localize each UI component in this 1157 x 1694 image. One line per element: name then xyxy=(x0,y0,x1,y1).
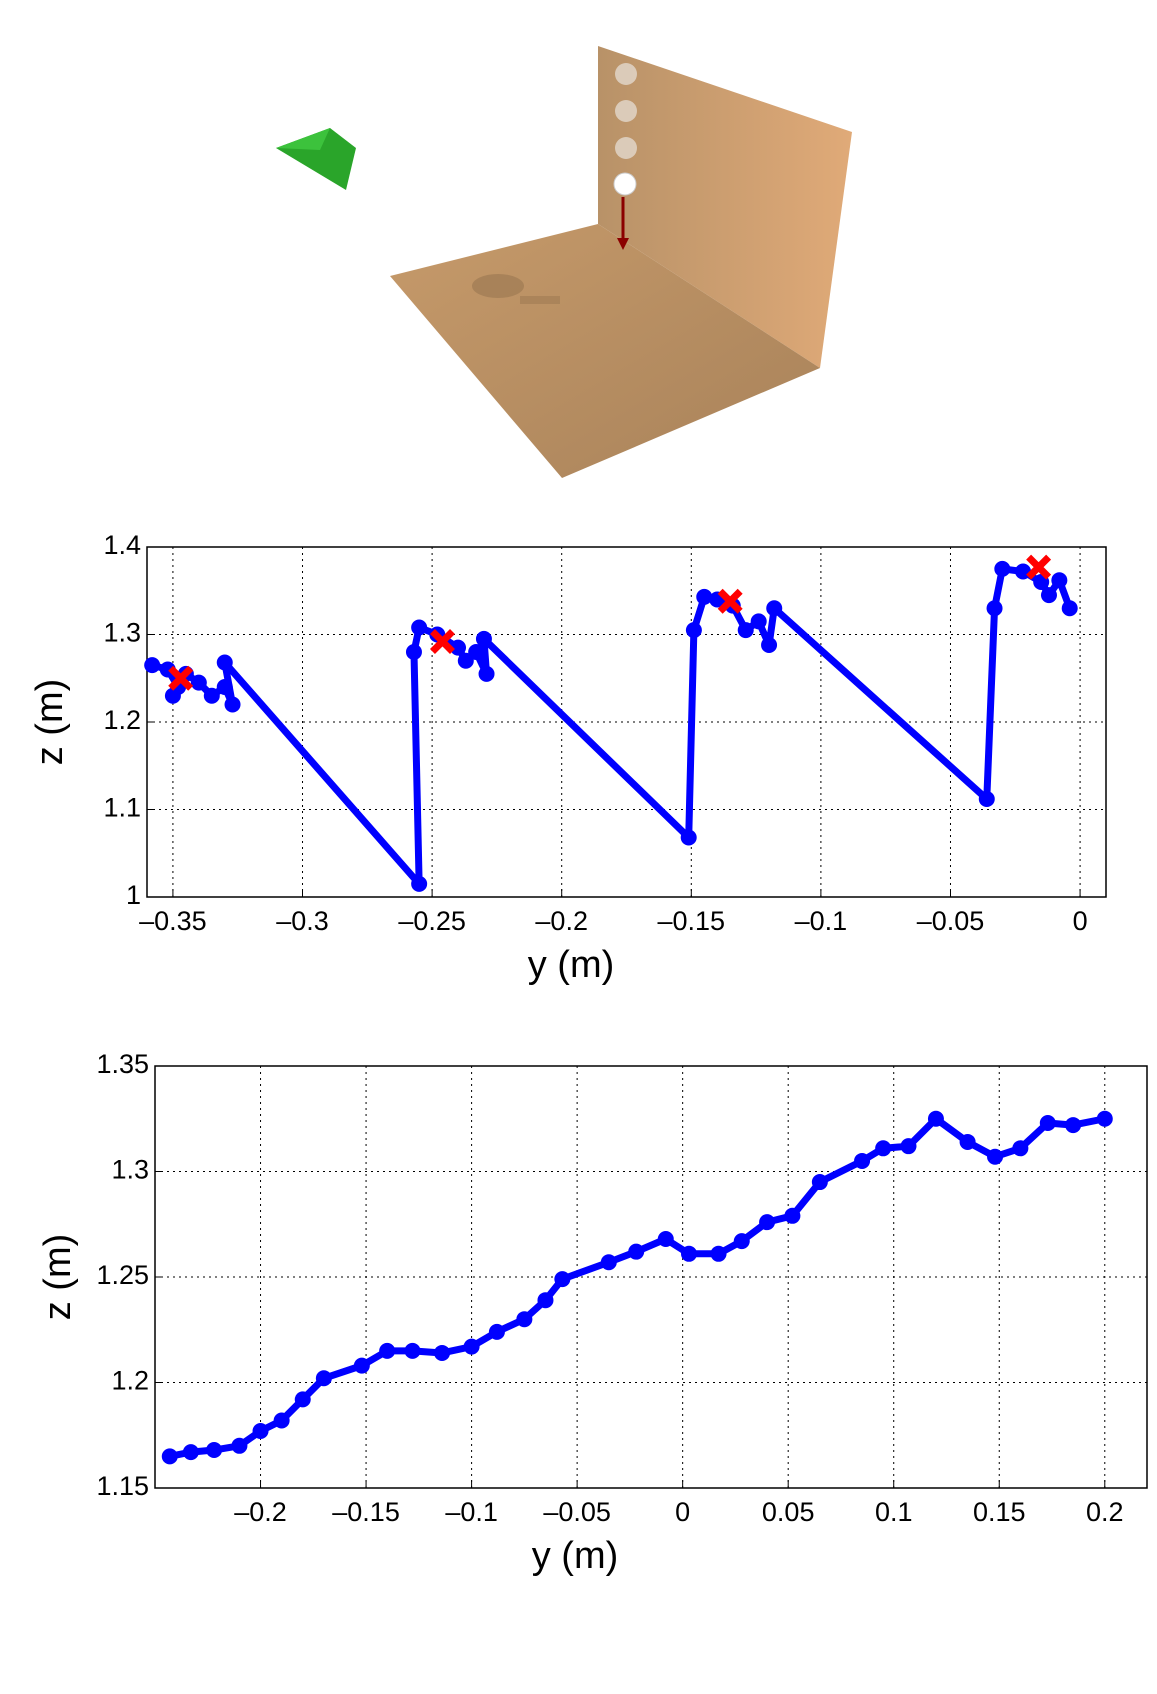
plot-area xyxy=(147,547,1106,897)
data-point xyxy=(987,600,1003,616)
data-point xyxy=(686,622,702,638)
data-point xyxy=(295,1391,311,1407)
data-point xyxy=(253,1423,269,1439)
scene-render xyxy=(276,46,852,478)
x-tick-label: –0.15 xyxy=(332,1497,400,1527)
data-point xyxy=(766,600,782,616)
x-tick-label: 0 xyxy=(675,1497,690,1527)
data-point xyxy=(734,1233,750,1249)
y-axis-label: z (m) xyxy=(29,679,71,766)
x-tick-label: –0.3 xyxy=(276,906,329,936)
data-point xyxy=(411,620,427,636)
y-tick-label: 1.3 xyxy=(111,1155,149,1185)
data-point xyxy=(316,1370,332,1386)
x-tick-label: –0.2 xyxy=(535,906,588,936)
data-point xyxy=(183,1444,199,1460)
data-point xyxy=(217,655,233,671)
data-point xyxy=(681,1246,697,1262)
data-point xyxy=(784,1208,800,1224)
data-point xyxy=(601,1254,617,1270)
data-point xyxy=(759,1214,775,1230)
data-point xyxy=(1065,1117,1081,1133)
figure: –0.35 –0.3 –0.25 –0.2 –0.15 –0.1 –0.05 0 1 1.1 1.2… xyxy=(0,0,1157,1689)
data-point xyxy=(191,675,207,691)
data-point xyxy=(928,1111,944,1127)
data-point xyxy=(900,1138,916,1154)
data-point xyxy=(875,1140,891,1156)
data-point xyxy=(489,1324,505,1340)
page: {"chart_data":[ {"type":"line","xlabel":… xyxy=(0,0,1157,1689)
data-point xyxy=(434,1345,450,1361)
data-point xyxy=(960,1134,976,1150)
data-point xyxy=(1097,1111,1113,1127)
data-point xyxy=(812,1174,828,1190)
y-tick-label: 1 xyxy=(126,880,141,910)
y-tick-label: 1.35 xyxy=(96,1049,149,1079)
x-tick-label: 0.15 xyxy=(973,1497,1026,1527)
data-point xyxy=(854,1153,870,1169)
y-tick-label: 1.2 xyxy=(103,705,141,735)
data-point xyxy=(994,561,1010,577)
data-point xyxy=(658,1231,674,1247)
data-point xyxy=(628,1244,644,1260)
data-point xyxy=(162,1448,178,1464)
chart: –0.2 –0.15 –0.1 –0.05 0 0.05 0.1 0.15 0.2 1.15 1.2… xyxy=(37,1049,1147,1577)
data-point xyxy=(554,1271,570,1287)
data-point xyxy=(217,679,233,695)
x-tick-label: –0.1 xyxy=(445,1497,498,1527)
y-axis-label: z (m) xyxy=(37,1234,79,1321)
x-tick-label: –0.2 xyxy=(234,1497,287,1527)
x-axis-label: y (m) xyxy=(528,944,615,986)
data-point xyxy=(987,1149,1003,1165)
data-point xyxy=(144,657,160,673)
y-tick-label: 1.1 xyxy=(103,793,141,823)
chart: –0.35 –0.3 –0.25 –0.2 –0.15 –0.1 –0.05 0 1 1.1 1.2… xyxy=(29,530,1106,986)
x-tick-label: –0.05 xyxy=(543,1497,611,1527)
x-axis-label: y (m) xyxy=(532,1535,619,1577)
x-tick-label: 0.1 xyxy=(875,1497,913,1527)
y-tick-label: 1.15 xyxy=(96,1471,149,1501)
data-point xyxy=(979,791,995,807)
data-point xyxy=(464,1339,480,1355)
data-point xyxy=(406,644,422,660)
y-tick-label: 1.4 xyxy=(103,530,141,560)
y-tick-label: 1.3 xyxy=(103,618,141,648)
plot-area xyxy=(155,1066,1147,1488)
data-point xyxy=(476,631,492,647)
data-point xyxy=(751,613,767,629)
data-point xyxy=(761,637,777,653)
data-point xyxy=(1041,587,1057,603)
data-point xyxy=(274,1412,290,1428)
x-tick-label: –0.35 xyxy=(139,906,207,936)
x-tick-label: 0.05 xyxy=(762,1497,815,1527)
x-tick-label: –0.15 xyxy=(658,906,726,936)
data-point xyxy=(516,1311,532,1327)
data-point xyxy=(204,688,220,704)
data-point xyxy=(404,1343,420,1359)
data-point xyxy=(354,1358,370,1374)
x-tick-label: –0.05 xyxy=(917,906,985,936)
data-point xyxy=(1040,1115,1056,1131)
data-point xyxy=(479,666,495,682)
x-tick-label: –0.25 xyxy=(398,906,466,936)
data-point xyxy=(1062,600,1078,616)
y-tick-label: 1.25 xyxy=(96,1260,149,1290)
x-tick-label: –0.1 xyxy=(795,906,848,936)
data-point xyxy=(711,1246,727,1262)
data-point xyxy=(537,1292,553,1308)
data-point xyxy=(206,1442,222,1458)
x-tick-label: 0.2 xyxy=(1086,1497,1124,1527)
data-point xyxy=(1012,1140,1028,1156)
data-point xyxy=(1051,572,1067,588)
y-tick-label: 1.2 xyxy=(111,1366,149,1396)
data-point xyxy=(379,1343,395,1359)
data-point xyxy=(681,830,697,846)
data-point xyxy=(231,1438,247,1454)
x-tick-label: 0 xyxy=(1073,906,1088,936)
data-point xyxy=(411,876,427,892)
data-point xyxy=(738,622,754,638)
data-point xyxy=(225,697,241,713)
